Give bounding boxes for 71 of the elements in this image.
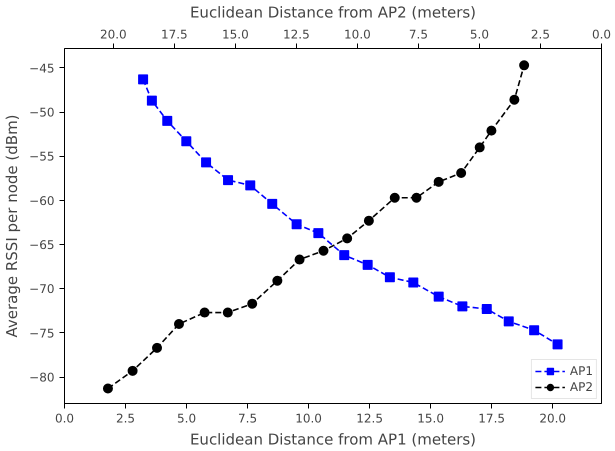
x-tick-label: 12.5 — [356, 412, 383, 426]
point — [223, 175, 234, 186]
x-tick-label: 15.0 — [417, 412, 444, 426]
point — [201, 157, 212, 168]
point — [384, 272, 395, 282]
legend-label: AP1 — [570, 363, 593, 379]
x-tick-label: 17.5 — [478, 412, 506, 426]
x2-tick-label: 2.5 — [530, 28, 550, 42]
point — [509, 94, 520, 105]
y-tick-label: −45 — [29, 61, 55, 76]
point — [292, 219, 302, 230]
point — [486, 126, 496, 136]
point — [342, 233, 352, 244]
point — [339, 250, 350, 260]
point — [245, 180, 256, 190]
point — [318, 246, 328, 256]
x2-tick-label: 17.5 — [160, 28, 188, 42]
point — [128, 366, 138, 376]
x2-tick-label: 20.0 — [100, 28, 127, 42]
x2-tick-label: 15.0 — [222, 28, 249, 42]
point — [408, 278, 418, 288]
x2-tick-label: 10.0 — [344, 28, 371, 42]
point — [200, 308, 210, 318]
y-tick-label: −60 — [29, 194, 55, 208]
point — [434, 292, 444, 302]
point — [267, 198, 278, 209]
x-axis-title: Euclidean Distance from AP1 (meters) — [190, 430, 476, 448]
y-tick-label: −65 — [29, 238, 55, 252]
point — [519, 60, 530, 70]
point — [313, 228, 324, 238]
x-tick-label: 10.0 — [295, 412, 322, 426]
point — [272, 276, 282, 286]
y-axis-title: Average RSSI per node (dBm) — [3, 114, 22, 338]
point — [457, 301, 468, 312]
x2-tick-label: 5.0 — [470, 28, 490, 42]
point — [364, 216, 374, 226]
point — [181, 136, 192, 146]
point — [482, 304, 492, 314]
point — [434, 176, 444, 187]
x-tick-label: 20.0 — [539, 412, 566, 426]
point — [552, 339, 563, 350]
point — [138, 74, 148, 84]
point — [247, 298, 258, 309]
point — [174, 319, 184, 330]
point — [222, 308, 233, 318]
y-tick-label: −50 — [29, 106, 55, 120]
point — [504, 316, 514, 326]
x-tick-label: 7.5 — [238, 412, 258, 426]
x-tick-label: 5.0 — [177, 412, 196, 426]
point — [529, 325, 540, 336]
point — [474, 142, 485, 152]
x2-tick-label: 0.0 — [592, 28, 612, 42]
y-tick-label: −55 — [29, 150, 55, 164]
point — [362, 260, 373, 270]
point — [294, 254, 305, 265]
x2-tick-label: 7.5 — [408, 28, 428, 42]
point — [162, 116, 172, 126]
y-tick-label: −75 — [29, 326, 55, 340]
x2-axis-title: Euclidean Distance from AP2 (meters) — [190, 4, 476, 22]
x-tick-label: 0.0 — [54, 412, 74, 426]
point — [152, 342, 162, 353]
point — [102, 383, 113, 394]
x-tick-label: 2.5 — [116, 412, 136, 426]
y-tick-label: −70 — [29, 282, 55, 296]
legend-label: AP2 — [570, 379, 593, 395]
y-tick-label: −80 — [29, 370, 55, 385]
point — [390, 192, 400, 203]
x2-tick-label: 12.5 — [283, 28, 310, 42]
point — [456, 168, 466, 178]
point — [411, 192, 422, 203]
point — [146, 96, 157, 106]
